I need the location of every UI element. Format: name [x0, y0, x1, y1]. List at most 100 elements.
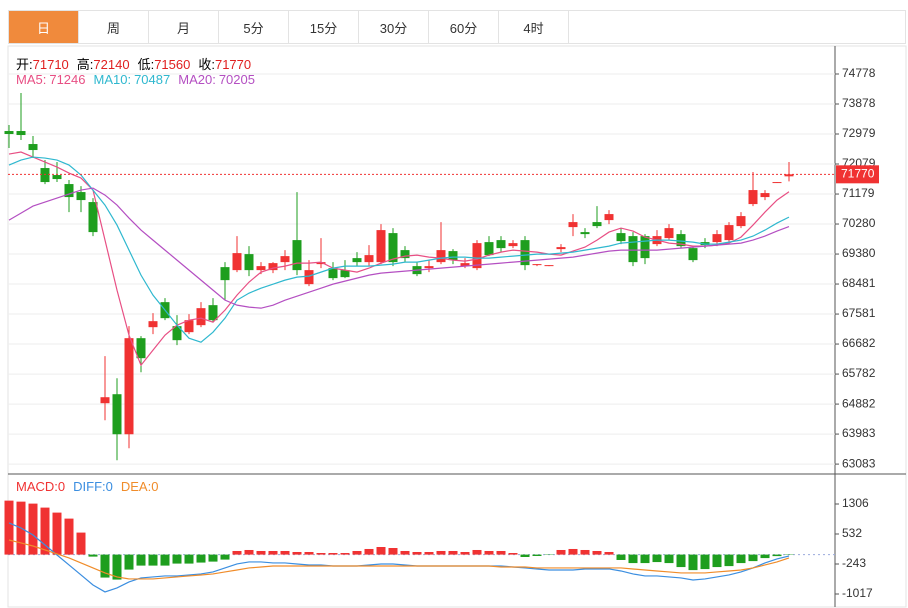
macd-bar [160, 554, 170, 566]
indicator-line [8, 187, 790, 309]
y-tick-label: 65782 [842, 366, 876, 380]
legend-item: DIFF:0 [73, 479, 113, 494]
info-label: 低: [137, 57, 155, 72]
macd-legend: MACD:0 DIFF:0 DEA:0 [16, 479, 166, 494]
candle-body [772, 182, 782, 184]
y-tick-label: 64882 [842, 396, 876, 410]
legend-value: 0 [151, 479, 159, 494]
candle-body [592, 222, 602, 227]
period-tab[interactable]: 日 [9, 11, 79, 43]
macd-bar [616, 554, 626, 560]
candle-body [604, 214, 614, 221]
macd-bar [484, 550, 494, 555]
macd-bar [664, 554, 674, 564]
candle-body [16, 131, 26, 136]
y-tick-label: 66682 [842, 336, 876, 350]
y-tick-label: 532 [842, 526, 862, 540]
candle-body [688, 248, 698, 261]
period-tab[interactable]: 15分 [289, 11, 359, 43]
candle-body [484, 242, 494, 256]
info-value: 71710 [32, 57, 69, 72]
macd-bar [496, 550, 506, 555]
candle-body [544, 265, 554, 267]
candle-body [448, 251, 458, 261]
candle-body [556, 247, 566, 250]
candle-body [28, 144, 38, 151]
candle-body [580, 232, 590, 235]
macd-bar [688, 554, 698, 571]
ma-legend: MA5: 71246 MA10: 70487 MA20: 70205 [16, 72, 263, 87]
legend-item: DEA:0 [121, 479, 159, 494]
macd-bar [328, 553, 338, 555]
legend-name: DIFF: [73, 479, 106, 494]
macd-bar [376, 547, 386, 555]
macd-bar [700, 554, 710, 570]
candle-body [760, 193, 770, 198]
period-tab[interactable]: 60分 [429, 11, 499, 43]
macd-bar [256, 550, 266, 555]
period-tab[interactable]: 5分 [219, 11, 289, 43]
macd-bar [112, 554, 122, 580]
macd-bar [208, 554, 218, 562]
macd-bar [136, 554, 146, 566]
candle-body [640, 236, 650, 259]
macd-bar [736, 554, 746, 564]
info-item: 低:71560 [138, 57, 191, 72]
macd-bar [304, 551, 314, 555]
macd-bar [172, 554, 182, 564]
y-tick-label: -1017 [842, 586, 873, 600]
macd-bar [556, 549, 566, 555]
current-price-label: 71770 [841, 166, 875, 180]
info-value: 72140 [93, 57, 130, 72]
macd-bar [604, 551, 614, 555]
candle-body [148, 321, 158, 328]
candle-body [220, 267, 230, 281]
candle-body [712, 234, 722, 243]
period-tab[interactable]: 周 [79, 11, 149, 43]
candle-body [616, 233, 626, 242]
macd-bar [748, 554, 758, 562]
candle-body [316, 262, 326, 265]
macd-bar [472, 549, 482, 555]
macd-bar [100, 554, 110, 578]
candle-body [532, 264, 542, 266]
candle-body [364, 255, 374, 263]
y-tick-label: 69380 [842, 246, 876, 260]
y-tick-label: 70280 [842, 216, 876, 230]
legend-name: DEA: [120, 479, 152, 494]
y-tick-label: 71179 [842, 186, 875, 200]
candle-body [52, 175, 62, 180]
period-tab[interactable]: 月 [149, 11, 219, 43]
period-tab[interactable]: 4时 [499, 11, 569, 43]
legend-value: 70487 [134, 72, 171, 87]
y-tick-label: 63083 [842, 456, 876, 470]
macd-bar [436, 550, 446, 555]
period-tabs: 日周月 5分 15分 30分 60分 4时 [8, 10, 906, 44]
indicator-line [8, 539, 790, 580]
candle-body [496, 240, 506, 249]
candle-body [40, 168, 50, 183]
candle-body [424, 266, 434, 269]
macd-bar [508, 553, 518, 555]
macd-bar [652, 554, 662, 563]
legend-value: 0 [57, 479, 66, 494]
y-tick-label: 73878 [842, 96, 876, 110]
macd-bar [124, 554, 134, 570]
info-value: 71770 [214, 57, 252, 72]
macd-bar [388, 548, 398, 555]
candle-body [256, 266, 266, 271]
macd-bar [580, 549, 590, 555]
candle-body [736, 216, 746, 227]
macd-bar [532, 554, 542, 556]
legend-value: 70205 [218, 72, 255, 87]
period-tab[interactable]: 30分 [359, 11, 429, 43]
candle-body [280, 256, 290, 263]
info-value: 71560 [154, 57, 191, 72]
candle-body [304, 270, 314, 285]
ohlc-info: 开:71710 高:72140 低:71560 收:71770 [16, 54, 259, 73]
macd-bar [724, 554, 734, 567]
candle-body [208, 305, 218, 321]
candle-body [676, 234, 686, 247]
info-item: 高:72140 [77, 57, 130, 72]
y-tick-label: 72979 [842, 126, 876, 140]
